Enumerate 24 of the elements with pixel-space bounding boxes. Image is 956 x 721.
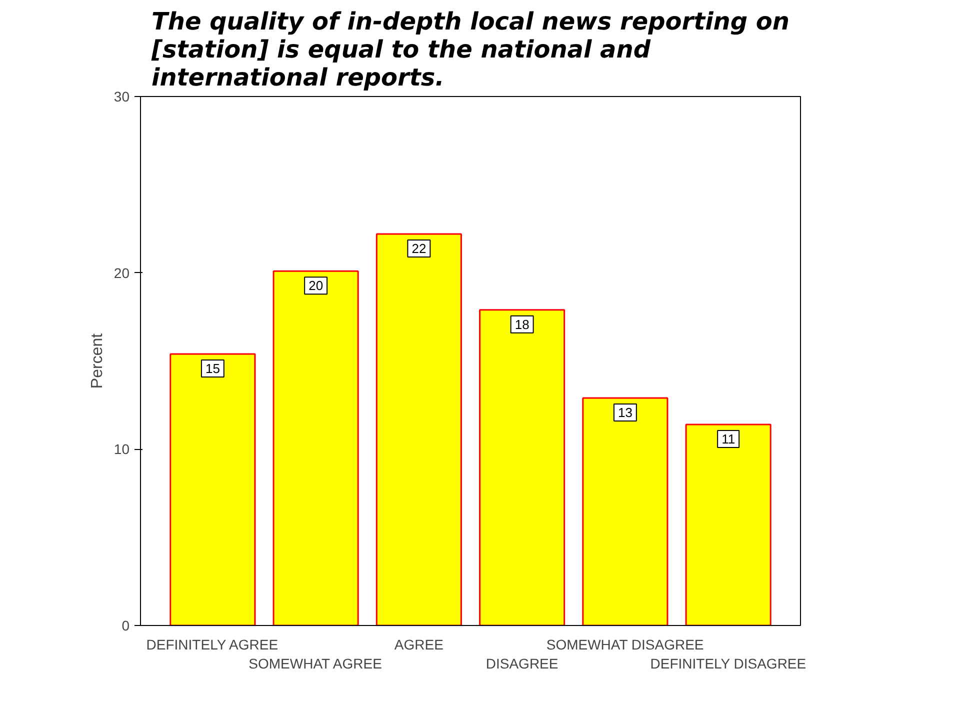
x-tick-label: SOMEWHAT AGREE: [248, 656, 382, 672]
bar: [272, 270, 359, 626]
x-tick-label: DEFINITELY AGREE: [146, 636, 278, 652]
bar: [685, 424, 772, 626]
data-label: 11: [722, 431, 736, 446]
data-label: 13: [618, 405, 632, 420]
data-label: 22: [412, 241, 426, 256]
data-label: 18: [514, 316, 530, 332]
x-tick-label: SOMEWHAT DISAGREE: [546, 636, 704, 652]
x-tick-label: DEFINITELY DISAGREE: [650, 656, 806, 672]
bar: [376, 233, 462, 626]
x-tick-label: DISAGREE: [486, 656, 558, 672]
x-tick-label: AGREE: [394, 636, 444, 652]
y-tick-label: 30: [114, 88, 130, 104]
bar: [479, 309, 566, 626]
bar: [170, 353, 256, 626]
y-tick-label: 10: [114, 441, 130, 458]
y-tick-label: 20: [114, 264, 130, 281]
chart-title: The quality of in-depth local news reporting on [station] is equal to the national and international reports.: [150, 8, 790, 92]
data-label: 15: [205, 360, 220, 376]
data-label: 20: [308, 278, 324, 294]
y-tick-label: 0: [122, 618, 130, 634]
bar: [582, 397, 668, 626]
y-axis-title: Percent: [88, 332, 106, 389]
